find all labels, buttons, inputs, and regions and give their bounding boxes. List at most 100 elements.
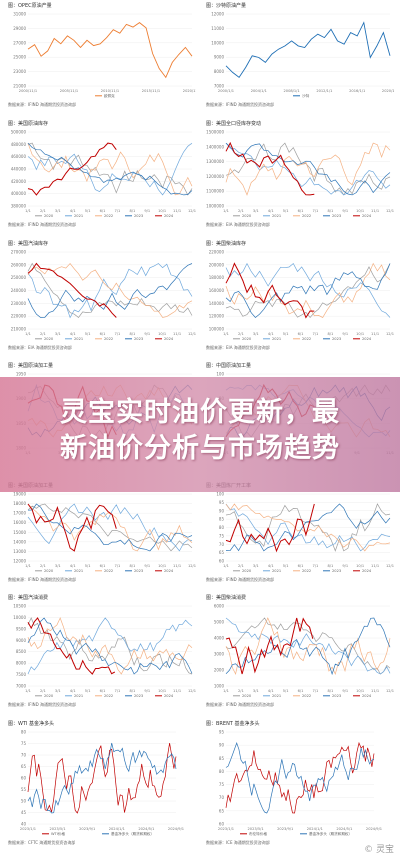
series-line — [27, 503, 193, 552]
y-tick-label: 65 — [21, 764, 27, 769]
x-tick-label: 6/1 — [100, 332, 106, 336]
chart-title: 图：WTI 基金净多头 — [8, 721, 55, 727]
x-tick-label: 2023/5/1 — [50, 827, 66, 831]
y-tick-label: 75 — [21, 741, 27, 746]
legend-label: 2023 — [134, 337, 143, 341]
x-tick-label: 2/1 — [238, 332, 244, 336]
x-tick-label: 6/1 — [298, 332, 304, 336]
x-tick-label: 12/1 — [386, 332, 394, 336]
y-tick-label: 80 — [219, 525, 225, 530]
y-tick-label: 4000 — [214, 636, 225, 641]
series-line — [225, 263, 391, 318]
y-tick-label: 1950 — [16, 372, 27, 377]
y-tick-label: 25000 — [13, 55, 26, 60]
series-line — [27, 742, 177, 814]
y-tick-label: 31000 — [13, 12, 26, 17]
y-tick-label: 5000 — [214, 620, 225, 625]
y-tick-label: 1100000 — [206, 189, 224, 194]
y-tick-label: 12000 — [211, 12, 224, 17]
legend-label: 2021 — [74, 694, 83, 698]
x-tick-label: 7/1 — [115, 689, 121, 693]
series-line — [27, 262, 117, 318]
y-tick-label: 420000 — [11, 179, 27, 184]
y-tick-label: 3000 — [214, 652, 225, 657]
series-line — [27, 142, 193, 196]
x-tick-label: 8/1 — [327, 689, 333, 693]
y-tick-label: 1400000 — [206, 144, 224, 149]
x-tick-label: 4/1 — [268, 332, 274, 336]
y-tick-label: 21000 — [13, 84, 26, 89]
x-tick-label: 7/1 — [313, 209, 319, 213]
x-tick-label: 6/1 — [100, 689, 106, 693]
x-tick-label: 1/1 — [25, 564, 31, 568]
x-tick-label: 2024/9/1 — [168, 827, 184, 831]
x-tick-label: 5/1 — [85, 689, 91, 693]
x-tick-label: 11/1 — [173, 332, 181, 336]
y-tick-label: 19000 — [13, 492, 26, 497]
x-tick-label: 9/1 — [342, 332, 348, 336]
x-tick-label: 4/1 — [268, 689, 274, 693]
legend-label: 基金净多头（期货和期权） — [309, 831, 352, 836]
y-tick-label: 60 — [219, 822, 225, 827]
legend-label: 2022 — [104, 214, 113, 218]
x-tick-label: 11/1 — [371, 332, 379, 336]
x-tick-label: 12/1 — [386, 689, 394, 693]
chart-source: 数据来源：CFTC 海通期货投资咨询部 — [8, 840, 76, 845]
series-line — [225, 617, 314, 675]
y-tick-label: 100 — [216, 372, 224, 377]
x-tick-label: 10/1 — [356, 209, 364, 213]
y-tick-label: 210000 — [11, 327, 27, 332]
series-line — [27, 503, 193, 552]
series-line — [225, 617, 391, 676]
legend-label: 2021 — [74, 337, 83, 341]
y-tick-label: 160000 — [209, 288, 225, 293]
chart-source: 数据来源：EIA 海通期货投资咨询部 — [206, 222, 270, 227]
chart-source: 数据来源：EIA 海通期货投资咨询部 — [206, 345, 270, 350]
legend-label: 布伦特价格 — [249, 831, 267, 836]
legend-label: 2020 — [242, 337, 252, 341]
y-tick-label: 7500 — [16, 672, 27, 677]
chart-source: 数据来源：EIA 海通期货投资咨询部 — [8, 345, 72, 350]
y-tick-label: 8500 — [16, 649, 27, 654]
x-tick-label: 7/1 — [313, 689, 319, 693]
x-tick-label: 6/1 — [100, 564, 106, 568]
y-tick-label: 230000 — [11, 301, 27, 306]
x-tick-label: 5/1 — [85, 332, 91, 336]
y-tick-label: 2000 — [214, 668, 225, 673]
chart-panel: 图：美国原油加工量1900018000170001600015000140001… — [4, 480, 198, 585]
x-tick-label: 2024/9/1 — [366, 827, 382, 831]
chart-title: 图：美国柴油库存 — [206, 241, 247, 247]
chart-source: 数据来源：IFIND 海通期货投资咨询部 — [8, 222, 77, 227]
x-tick-label: 3/1 — [55, 689, 61, 693]
y-tick-label: 60 — [219, 559, 225, 564]
chart-panel: 图：美国炼厂开工率10095908580757065601/12/13/14/1… — [202, 480, 396, 585]
y-tick-label: 65 — [219, 550, 225, 555]
y-tick-label: 100000 — [209, 327, 225, 332]
chart-panel: 图：美国汽油库存 270000 260000 250000 240000 230000 22… — [4, 238, 198, 353]
x-tick-label: 2/1 — [40, 332, 46, 336]
x-tick-label: 1/1 — [223, 564, 229, 568]
x-tick-label: 2024/5/1 — [138, 827, 154, 831]
x-tick-label: 2023/1/1 — [20, 827, 36, 831]
y-tick-label: 250000 — [11, 275, 27, 280]
line-chart: 1500000 1400000 1300000 1200000 1100000 10000… — [206, 130, 394, 219]
y-tick-label: 23000 — [13, 69, 26, 74]
series-line — [225, 503, 391, 552]
y-tick-label: 1500000 — [206, 130, 224, 135]
y-tick-label: 40 — [21, 822, 27, 827]
chart-source: 数据来源：IFIND 海通期货投资咨询部 — [206, 577, 275, 582]
x-tick-label: 7/1 — [313, 564, 319, 568]
legend-label: 2020 — [242, 214, 252, 218]
x-tick-label: 6/1 — [100, 209, 106, 213]
x-tick-label: 10/1 — [158, 332, 166, 336]
x-tick-label: 2015/11/1 — [142, 89, 160, 93]
x-tick-label: 6/1 — [298, 689, 304, 693]
y-tick-label: 240000 — [11, 288, 27, 293]
x-tick-label: 8/1 — [327, 209, 333, 213]
y-tick-label: 400000 — [11, 191, 27, 196]
x-tick-label: 3/1 — [55, 332, 61, 336]
series-line — [225, 503, 391, 552]
